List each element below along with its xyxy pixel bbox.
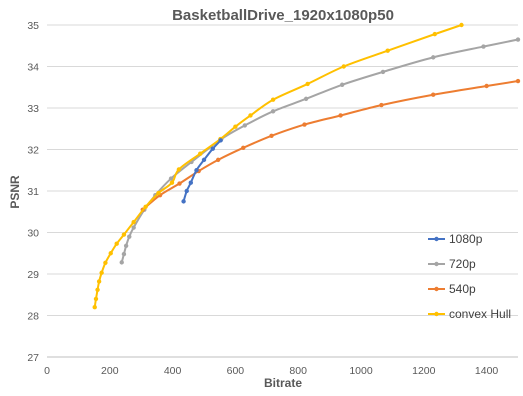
data-point bbox=[131, 225, 135, 229]
data-point bbox=[516, 79, 520, 83]
legend: 1080p 720p 540p convex Hull bbox=[428, 232, 511, 321]
x-tick-label: 0 bbox=[44, 365, 50, 377]
data-point bbox=[194, 168, 198, 172]
series-1080p bbox=[181, 138, 222, 203]
y-tick-label: 31 bbox=[27, 186, 39, 198]
data-point bbox=[181, 199, 185, 203]
x-tick-label: 400 bbox=[164, 365, 182, 377]
legend-marker bbox=[434, 237, 438, 241]
data-point bbox=[122, 232, 126, 236]
series-line-720p bbox=[122, 40, 518, 263]
data-point bbox=[177, 181, 181, 185]
data-point bbox=[381, 70, 385, 74]
data-point bbox=[302, 122, 306, 126]
chart-title: BasketballDrive_1920x1080p50 bbox=[172, 7, 394, 24]
legend-marker bbox=[434, 262, 438, 266]
data-point bbox=[481, 44, 485, 48]
data-point bbox=[189, 181, 193, 185]
y-tick-label: 35 bbox=[27, 20, 39, 32]
data-point bbox=[459, 23, 463, 27]
data-point bbox=[211, 146, 215, 150]
legend-label: convex Hull bbox=[449, 307, 511, 321]
data-point bbox=[516, 37, 520, 41]
data-point bbox=[431, 55, 435, 59]
y-axis-label: PSNR bbox=[8, 175, 22, 209]
data-point bbox=[94, 297, 98, 301]
data-point bbox=[156, 191, 160, 195]
legend-item-1080p: 1080p bbox=[428, 232, 483, 246]
data-point bbox=[97, 279, 101, 283]
data-point bbox=[342, 64, 346, 68]
data-point bbox=[241, 146, 245, 150]
x-tick-label: 1000 bbox=[349, 365, 373, 377]
data-point bbox=[95, 288, 99, 292]
grid-lines bbox=[47, 25, 518, 316]
data-point bbox=[202, 158, 206, 162]
x-tick-label: 200 bbox=[101, 365, 119, 377]
data-point bbox=[218, 138, 222, 142]
data-point bbox=[233, 124, 237, 128]
x-tick-label: 600 bbox=[227, 365, 245, 377]
data-point bbox=[243, 123, 247, 127]
series-convex-hull bbox=[93, 23, 464, 310]
data-point bbox=[143, 205, 147, 209]
data-point bbox=[124, 244, 128, 248]
data-point bbox=[122, 252, 126, 256]
legend-item-540p: 540p bbox=[428, 282, 476, 296]
data-point bbox=[103, 261, 107, 265]
legend-label: 1080p bbox=[449, 232, 483, 246]
data-point bbox=[269, 134, 273, 138]
data-point bbox=[271, 109, 275, 113]
legend-marker bbox=[434, 287, 438, 291]
data-point bbox=[379, 103, 383, 107]
data-point bbox=[170, 181, 174, 185]
y-tick-label: 29 bbox=[27, 269, 39, 281]
legend-label: 540p bbox=[449, 282, 476, 296]
data-point bbox=[115, 242, 119, 246]
legend-marker bbox=[434, 312, 438, 316]
data-point bbox=[99, 271, 103, 275]
legend-item-convex-hull: convex Hull bbox=[428, 307, 511, 321]
y-tick-label: 34 bbox=[27, 62, 39, 74]
legend-item-720p: 720p bbox=[428, 257, 476, 271]
data-point bbox=[305, 82, 309, 86]
data-point bbox=[131, 220, 135, 224]
series-line-convex-hull bbox=[95, 25, 462, 307]
data-point bbox=[338, 113, 342, 117]
data-point bbox=[433, 32, 437, 36]
data-point bbox=[431, 93, 435, 97]
data-point bbox=[198, 151, 202, 155]
data-point bbox=[304, 97, 308, 101]
series-720p bbox=[120, 37, 521, 264]
data-point bbox=[216, 158, 220, 162]
data-point bbox=[271, 98, 275, 102]
data-point bbox=[93, 305, 97, 309]
y-tick-label: 33 bbox=[27, 103, 39, 115]
x-tick-label: 1400 bbox=[475, 365, 499, 377]
x-tick-label: 1200 bbox=[412, 365, 436, 377]
y-tick-label: 30 bbox=[27, 228, 39, 240]
legend-label: 720p bbox=[449, 257, 476, 271]
y-tick-label: 28 bbox=[27, 311, 39, 323]
series-line-540p bbox=[143, 81, 518, 210]
data-point bbox=[185, 189, 189, 193]
data-point bbox=[177, 167, 181, 171]
data-point bbox=[120, 260, 124, 264]
data-point bbox=[248, 113, 252, 117]
data-point bbox=[127, 234, 131, 238]
y-tick-label: 32 bbox=[27, 145, 39, 157]
x-axis-label: Bitrate bbox=[264, 376, 302, 390]
data-point bbox=[484, 84, 488, 88]
y-tick-label: 27 bbox=[27, 352, 39, 364]
data-point bbox=[109, 251, 113, 255]
data-point bbox=[385, 49, 389, 53]
series-540p bbox=[141, 79, 521, 212]
data-point bbox=[340, 83, 344, 87]
